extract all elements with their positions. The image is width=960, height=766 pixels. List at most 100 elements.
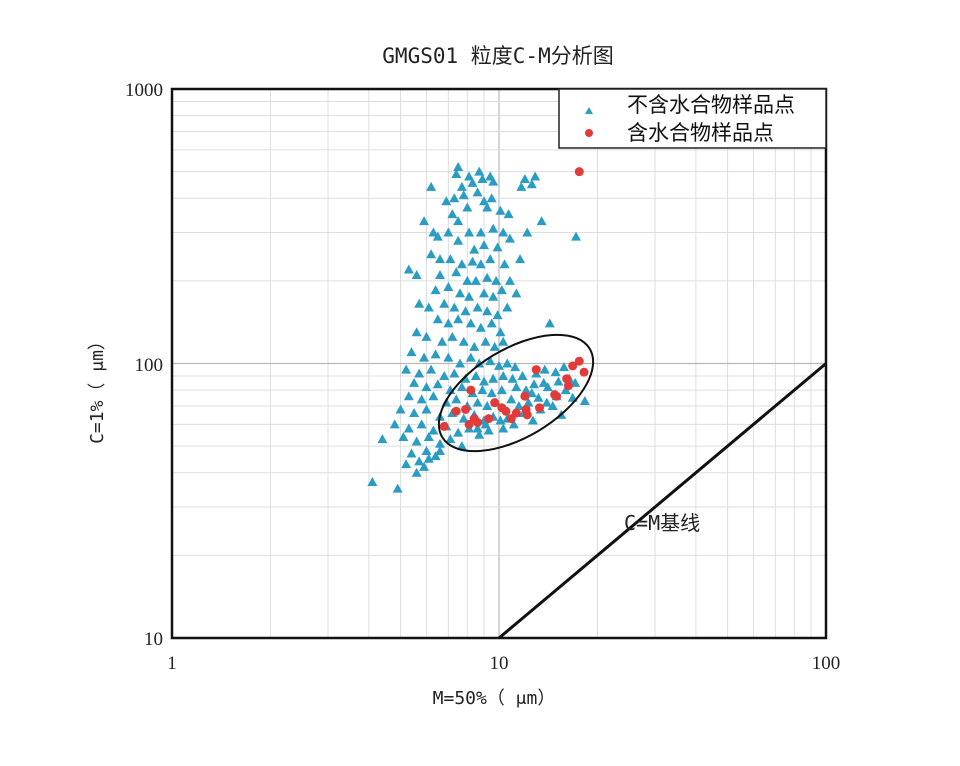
legend: 不含水合物样品点 含水合物样品点 bbox=[558, 88, 827, 149]
triangle-marker bbox=[513, 401, 524, 411]
triangle-marker bbox=[428, 227, 439, 237]
circle-marker bbox=[490, 398, 500, 408]
triangle-marker bbox=[488, 373, 499, 383]
triangle-marker bbox=[426, 249, 437, 259]
triangle-marker bbox=[432, 231, 443, 241]
triangle-marker bbox=[519, 174, 530, 184]
triangle-marker bbox=[469, 341, 480, 351]
triangle-marker bbox=[458, 336, 469, 346]
triangle-marker bbox=[495, 415, 506, 425]
triangle-marker bbox=[510, 362, 521, 372]
triangle-marker bbox=[449, 302, 460, 312]
triangle-marker bbox=[409, 377, 420, 387]
triangle-marker bbox=[462, 275, 473, 285]
triangle-marker bbox=[414, 298, 425, 308]
triangle-marker bbox=[456, 382, 467, 392]
triangle-marker bbox=[470, 275, 481, 285]
triangle-marker bbox=[526, 388, 537, 398]
triangle-marker bbox=[472, 397, 483, 407]
triangle-marker bbox=[395, 404, 406, 414]
triangle-marker bbox=[453, 427, 464, 437]
triangle-marker bbox=[498, 336, 509, 346]
triangle-marker bbox=[485, 356, 496, 366]
circle-marker bbox=[484, 414, 494, 424]
circle-marker bbox=[451, 406, 461, 416]
triangle-marker bbox=[443, 281, 454, 291]
triangle-marker bbox=[492, 242, 503, 252]
triangle-marker bbox=[403, 391, 414, 401]
triangle-marker bbox=[423, 453, 434, 463]
triangle-marker bbox=[455, 288, 466, 298]
triangle-marker bbox=[502, 302, 513, 312]
triangle-marker bbox=[430, 285, 441, 295]
legend-label-non-hydrate: 不含水合物样品点 bbox=[627, 93, 795, 117]
triangle-marker bbox=[409, 408, 420, 418]
triangle-marker bbox=[464, 227, 475, 237]
triangle-marker bbox=[558, 362, 569, 372]
triangle-marker bbox=[411, 467, 422, 477]
triangle-marker bbox=[458, 413, 469, 423]
triangle-marker bbox=[472, 302, 483, 312]
circle-marker bbox=[552, 391, 562, 401]
triangle-marker bbox=[495, 327, 506, 337]
triangle-marker bbox=[507, 373, 518, 383]
triangle-marker bbox=[453, 314, 464, 324]
triangle-marker bbox=[482, 401, 493, 411]
triangle-marker bbox=[538, 377, 549, 387]
triangle-marker bbox=[414, 456, 425, 466]
triangle-marker bbox=[516, 181, 527, 191]
triangle-marker bbox=[439, 298, 450, 308]
plot-frame bbox=[170, 87, 828, 640]
triangle-marker bbox=[434, 438, 445, 448]
triangle-marker bbox=[511, 288, 522, 298]
circle-marker bbox=[511, 408, 521, 418]
triangle-marker bbox=[414, 368, 425, 378]
triangle-marker bbox=[419, 461, 430, 471]
triangle-marker bbox=[437, 336, 448, 346]
x-tick-10: 10 bbox=[490, 653, 509, 674]
triangle-marker bbox=[474, 358, 485, 368]
triangle-marker bbox=[464, 291, 475, 301]
triangle-marker bbox=[491, 275, 502, 285]
triangle-marker bbox=[423, 431, 434, 441]
triangle-marker bbox=[495, 205, 506, 215]
triangle-marker bbox=[426, 364, 437, 374]
triangle-marker bbox=[508, 419, 519, 429]
triangle-marker bbox=[486, 318, 497, 328]
triangle-marker bbox=[469, 244, 480, 254]
hydrate-cluster-ellipse bbox=[437, 333, 595, 453]
circle-marker bbox=[520, 391, 530, 401]
triangle-marker bbox=[456, 441, 467, 451]
triangle-marker bbox=[411, 327, 422, 337]
triangle-marker bbox=[449, 368, 460, 378]
triangle-marker bbox=[485, 254, 496, 264]
triangle-marker bbox=[504, 275, 515, 285]
triangle-marker bbox=[432, 314, 443, 324]
triangle-marker bbox=[541, 397, 552, 407]
triangle-marker bbox=[456, 181, 467, 191]
legend-label-hydrate: 含水合物样品点 bbox=[627, 121, 774, 145]
triangle-marker bbox=[523, 397, 534, 407]
circle-marker bbox=[466, 385, 476, 395]
circle-marker bbox=[522, 410, 532, 420]
triangle-marker bbox=[533, 392, 544, 402]
triangle-marker bbox=[571, 231, 582, 241]
triangle-marker bbox=[428, 425, 439, 435]
triangle-marker bbox=[504, 233, 515, 243]
triangle-marker bbox=[479, 240, 490, 250]
x-tick-100: 100 bbox=[812, 653, 841, 674]
triangle-marker bbox=[496, 285, 507, 295]
circle-marker bbox=[439, 421, 449, 431]
triangle-marker bbox=[423, 302, 434, 312]
triangle-marker bbox=[482, 272, 493, 282]
x-tick-1: 1 bbox=[167, 653, 177, 674]
triangle-marker bbox=[506, 394, 517, 404]
triangle-marker bbox=[426, 181, 437, 191]
triangle-marker bbox=[421, 331, 432, 341]
triangle-marker bbox=[428, 391, 439, 401]
baseline-label: C=M基线 bbox=[624, 511, 700, 535]
triangle-marker bbox=[441, 196, 452, 206]
triangle-marker bbox=[529, 379, 540, 389]
triangle-marker bbox=[522, 227, 533, 237]
triangle-marker bbox=[445, 254, 456, 264]
